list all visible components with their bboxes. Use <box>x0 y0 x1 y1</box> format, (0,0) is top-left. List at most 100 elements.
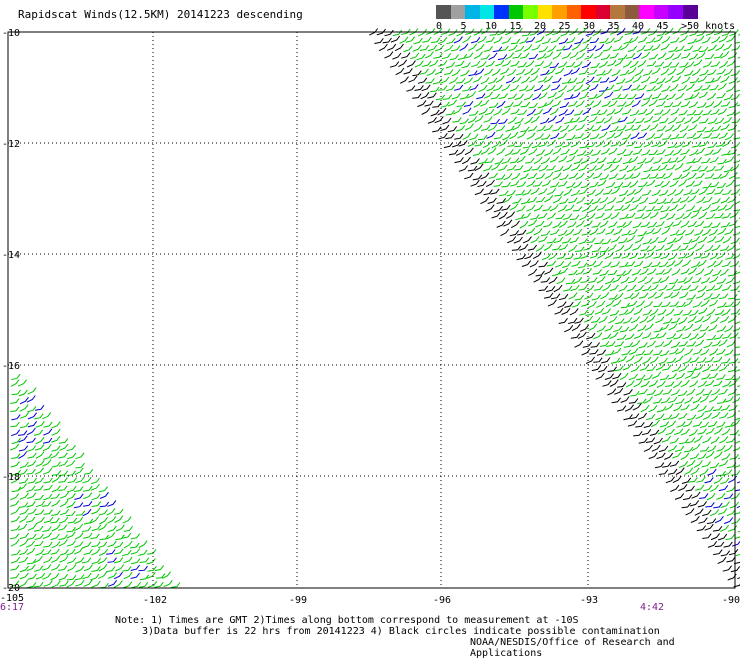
wind-barb <box>469 111 478 116</box>
wind-barb <box>624 389 633 395</box>
wind-barb <box>530 261 539 267</box>
wind-barb <box>452 117 461 122</box>
wind-barb <box>131 549 140 555</box>
wind-barb <box>672 269 680 276</box>
wind-barb <box>645 252 653 259</box>
wind-barb <box>571 141 580 147</box>
wind-barb <box>454 37 463 43</box>
wind-barb <box>709 229 718 235</box>
wind-barb <box>634 164 642 171</box>
wind-barb <box>27 428 35 435</box>
wind-barb <box>602 101 611 107</box>
wind-barb <box>538 103 547 108</box>
wind-barb <box>139 541 147 548</box>
wind-barb <box>735 197 740 204</box>
wind-barb <box>531 237 540 243</box>
wind-barb <box>28 413 37 419</box>
wind-barb <box>98 572 106 579</box>
wind-barb <box>124 557 133 563</box>
wind-barb <box>687 295 696 300</box>
wind-barb <box>590 253 599 259</box>
wind-barb <box>130 543 139 548</box>
wind-barb <box>688 244 697 250</box>
wind-barb <box>659 118 668 123</box>
wind-barb <box>531 188 539 195</box>
wind-barb <box>655 342 664 348</box>
wind-barb <box>554 285 562 292</box>
wind-barb <box>528 245 537 250</box>
wind-barb <box>733 230 740 235</box>
wind-barb <box>27 501 36 507</box>
wind-barb <box>19 478 28 483</box>
wind-barb <box>443 118 452 124</box>
wind-barb <box>562 262 571 268</box>
wind-barb <box>11 374 20 380</box>
wind-barb <box>596 301 605 307</box>
wind-barb <box>726 180 734 187</box>
wind-barb <box>646 206 655 211</box>
wind-barb <box>52 581 61 587</box>
wind-barb <box>606 38 615 44</box>
wind-barb <box>501 229 509 236</box>
wind-barb <box>418 78 427 84</box>
wind-barb <box>698 286 707 292</box>
wind-barb <box>422 108 430 115</box>
wind-barb <box>547 46 556 52</box>
wind-barb <box>702 437 711 443</box>
wind-barb <box>517 206 526 212</box>
wind-barb <box>660 324 669 330</box>
wind-barb <box>603 140 611 147</box>
wind-barb <box>590 84 599 90</box>
wind-barb <box>670 485 679 491</box>
wind-barb <box>83 501 92 506</box>
wind-barb <box>43 468 52 474</box>
wind-barb <box>502 182 511 187</box>
wind-barb <box>51 436 60 442</box>
wind-barb <box>707 93 715 100</box>
wind-barb <box>649 54 658 59</box>
wind-barb <box>634 261 643 267</box>
wind-barb <box>662 135 671 140</box>
wind-barb <box>636 350 645 355</box>
wind-barb <box>617 335 626 340</box>
wind-barb <box>596 213 605 219</box>
wind-barb <box>647 269 656 275</box>
wind-barb <box>575 295 584 300</box>
wind-barb <box>502 108 510 115</box>
wind-barb <box>664 340 672 347</box>
wind-barb <box>717 422 726 428</box>
wind-barb <box>683 310 692 315</box>
wind-barb <box>627 166 636 172</box>
wind-barb <box>148 581 157 587</box>
wind-barb <box>667 189 676 195</box>
wind-barb <box>409 76 418 82</box>
wind-barb <box>679 36 687 43</box>
wind-barb <box>722 30 731 36</box>
wind-barb <box>584 54 593 60</box>
wind-barb <box>28 524 37 530</box>
lat-label: -18 <box>2 472 20 483</box>
wind-barb <box>483 165 492 171</box>
wind-barb <box>673 174 682 179</box>
wind-barb <box>584 221 593 227</box>
wind-barb <box>555 308 564 314</box>
wind-barb <box>696 389 705 395</box>
wind-barb <box>700 469 709 476</box>
wind-barb <box>561 30 570 36</box>
wind-barb <box>674 310 683 315</box>
wind-barb <box>533 252 541 259</box>
wind-barb <box>611 262 620 267</box>
wind-barb <box>617 149 626 155</box>
wind-barb <box>519 86 528 92</box>
wind-barb <box>621 397 630 403</box>
wind-barb <box>661 302 670 307</box>
wind-barb <box>668 143 677 148</box>
wind-barb <box>632 269 641 275</box>
wind-barb <box>597 276 605 283</box>
wind-barb <box>694 365 703 370</box>
wind-barb <box>548 92 557 98</box>
wind-barb <box>75 533 83 540</box>
wind-barb <box>534 276 542 283</box>
wind-barb <box>548 116 556 123</box>
wind-barb <box>558 230 567 236</box>
